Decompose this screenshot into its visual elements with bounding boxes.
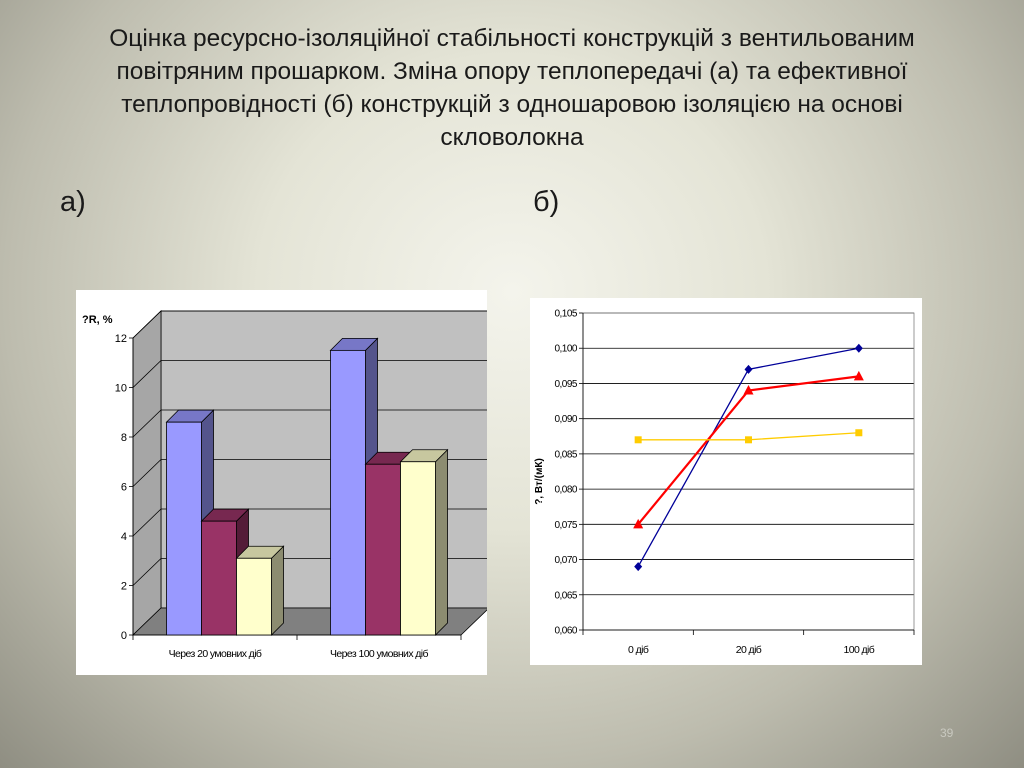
chart-b-point <box>745 436 752 444</box>
chart-a-bar-front <box>330 349 366 636</box>
title-line-3: теплопровідності (б) конструкцій з однош… <box>121 91 903 118</box>
chart-a-ytick-label: 8 <box>121 432 127 444</box>
chart-a-gridline-side <box>132 508 162 537</box>
panel-label-b: б) <box>533 186 560 218</box>
title-line-2: повітряним прошарком. Зміна опору теплоп… <box>116 58 908 85</box>
slide-number: 39 <box>940 726 954 740</box>
chart-a-ytick-label: 4 <box>121 531 127 543</box>
chart-a-bar-front <box>166 421 202 636</box>
chart-a-gridline-side <box>132 360 162 388</box>
chart-a-ytick-label: 12 <box>115 333 127 345</box>
chart-b-point <box>855 429 863 437</box>
chart-b-category-label: 20 діб <box>736 644 762 656</box>
chart-a-bar-side <box>271 545 284 636</box>
chart-b-category-label: 0 діб <box>628 644 649 656</box>
chart-b-series <box>634 343 863 572</box>
chart-b-point <box>744 364 753 374</box>
slide-title: Оцінка ресурсно-ізоляційної стабільності… <box>60 22 964 154</box>
chart-a-gridline-side <box>132 409 162 438</box>
chart-b-point <box>633 518 644 529</box>
chart-a-bar <box>235 545 285 636</box>
chart-a-gridline-side <box>132 459 162 487</box>
chart-b-ytick-label: 0,075 <box>554 520 577 531</box>
chart-a-gridline-side <box>132 558 162 586</box>
chart-b-series <box>634 429 863 444</box>
title-line-4: скловолокна <box>440 124 584 151</box>
chart-b-area: 0,060 0,065 0,070 0,075 0,080 0,085 0,090 0,095… <box>530 298 922 665</box>
chart-b-plot-frame <box>582 312 915 631</box>
chart-b-ytick-label: 0,105 <box>554 309 577 320</box>
chart-b-ytick-label: 0,060 <box>554 626 577 637</box>
chart-a-category-label: Через 100 умовних діб <box>330 648 429 660</box>
chart-b-ytick-label: 0,100 <box>554 344 577 355</box>
chart-b-point <box>854 343 863 353</box>
chart-b-series-line <box>637 375 859 526</box>
chart-a-gridline-side <box>132 310 162 339</box>
chart-a-bar-front <box>201 520 237 636</box>
chart-a-bar-side <box>435 448 448 636</box>
chart-a-svg: 0 2 4 6 8 10 12 Через 20 умовних діб Через 100 у… <box>82 310 490 660</box>
chart-a-bar-front <box>365 463 401 636</box>
chart-b-point <box>634 562 643 572</box>
chart-a-area: 0 2 4 6 8 10 12 Через 20 умовних діб Через 100 у… <box>76 290 490 675</box>
chart-b-point <box>634 436 642 444</box>
panel-label-a: а) <box>60 186 86 218</box>
chart-b-svg: 0,060 0,065 0,070 0,075 0,080 0,085 0,090 0,095… <box>534 309 915 656</box>
chart-a-ylabel: ?R, % <box>82 314 113 326</box>
chart-b-ytick-label: 0,090 <box>554 414 577 425</box>
chart-b-point <box>853 370 864 381</box>
title-line-1: Оцінка ресурсно-ізоляційної стабільності… <box>109 25 915 52</box>
chart-b-ytick-label: 0,095 <box>554 379 577 390</box>
chart-a-ytick-label: 6 <box>121 482 127 494</box>
chart-b-series <box>633 370 864 529</box>
chart-a-bar-front <box>400 461 436 636</box>
chart-a-bar-front <box>236 557 272 636</box>
chart-b-ytick-label: 0,065 <box>554 590 577 601</box>
chart-a-bar <box>399 448 449 636</box>
chart-a-ytick-label: 10 <box>115 383 127 395</box>
chart-b-ylabel: ?, Вт/(мК) <box>534 458 545 505</box>
chart-b-point <box>743 384 754 395</box>
chart-a-ytick-label: 2 <box>121 581 127 593</box>
chart-a-ytick-label: 0 <box>121 630 127 642</box>
chart-b-ytick-label: 0,080 <box>554 485 577 496</box>
chart-a-category-label: Через 20 умовних діб <box>169 648 262 660</box>
chart-b-ytick-label: 0,070 <box>554 555 577 566</box>
chart-b-category-label: 100 діб <box>843 644 874 656</box>
chart-b-ytick-label: 0,085 <box>554 449 577 460</box>
